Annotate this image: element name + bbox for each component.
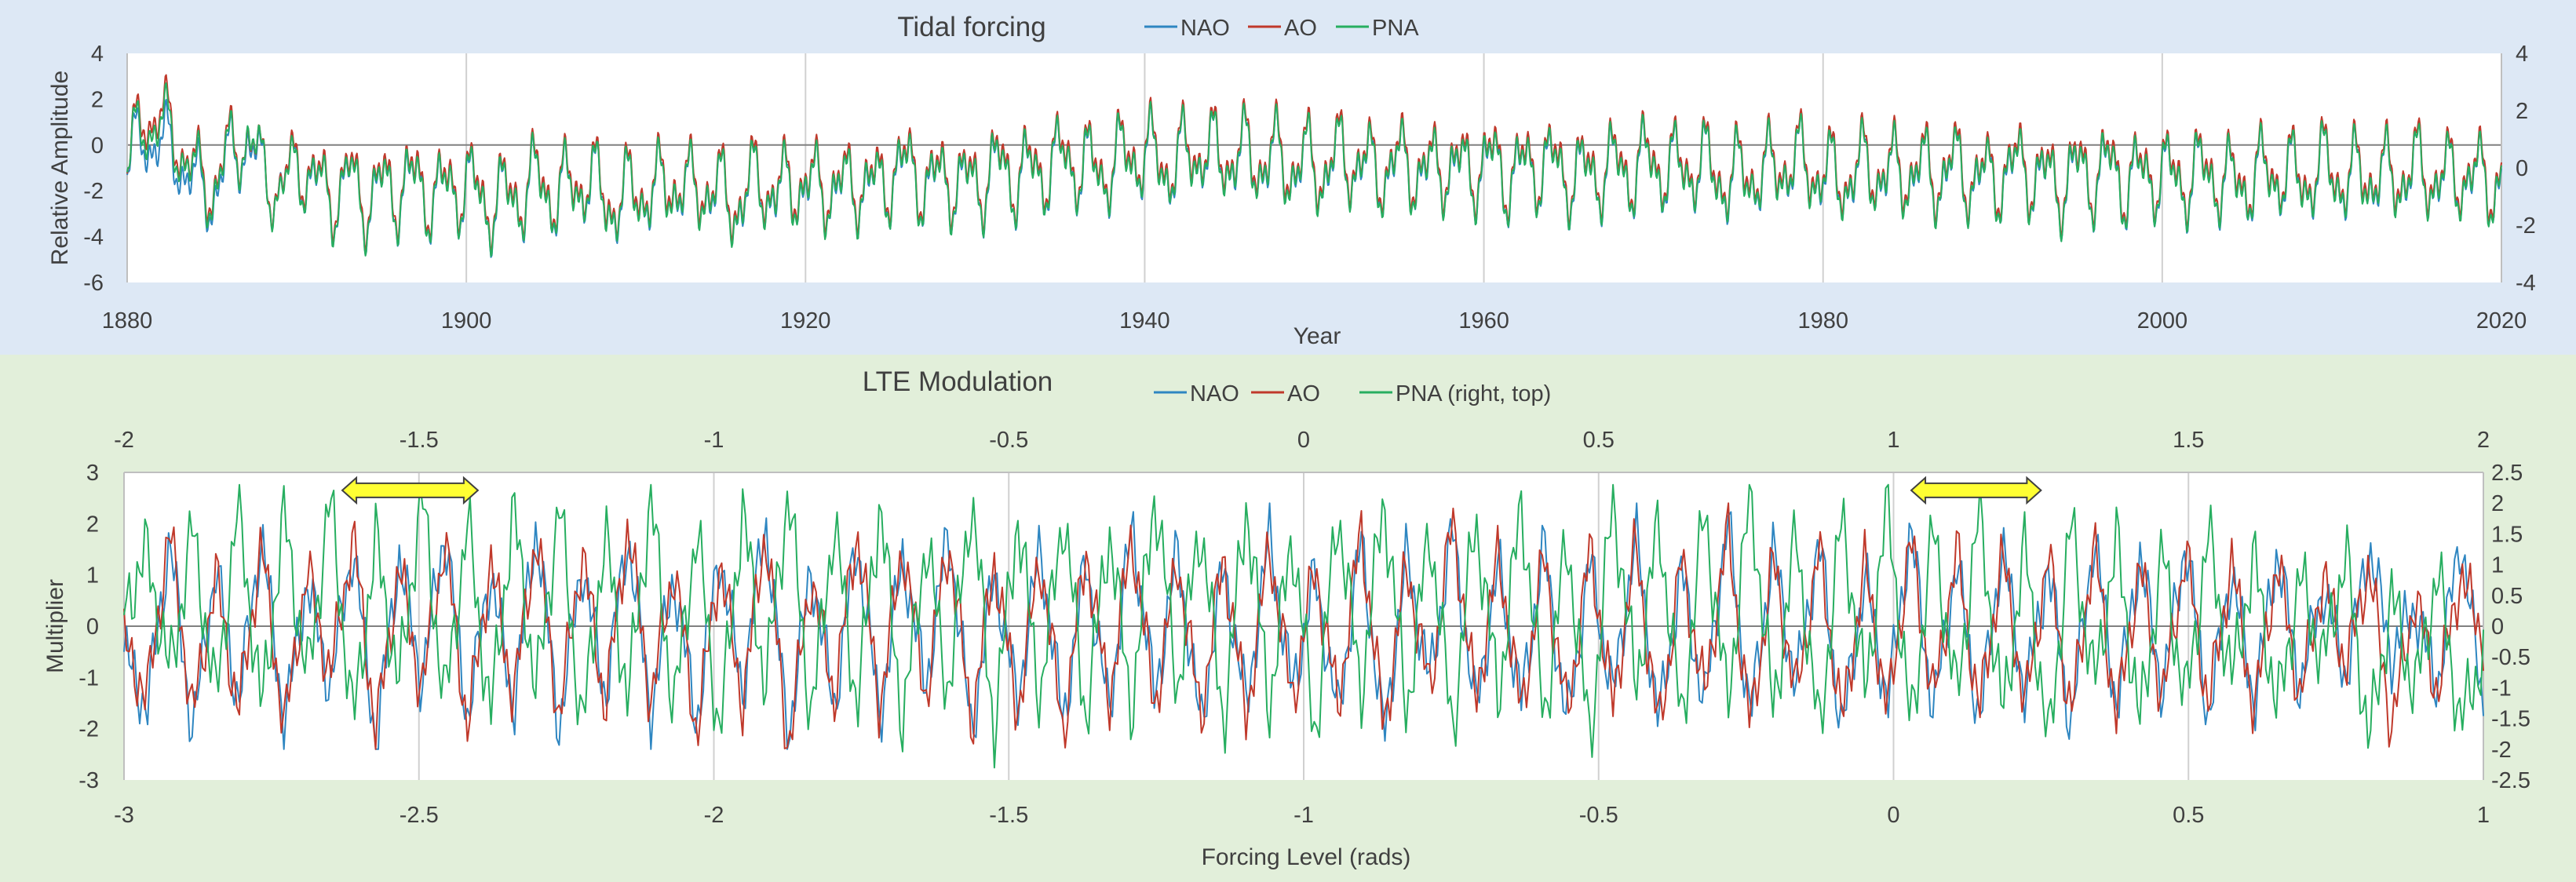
tidal-series-pna (126, 82, 2502, 257)
lte-x-tick-label: -3 (114, 803, 134, 828)
lte-y-tick-label: -3 (78, 768, 99, 793)
lte-series-pna (123, 483, 2484, 769)
tidal-x-tick-label: 1980 (1797, 308, 1848, 333)
legend-pna-label: PNA (right, top) (1396, 381, 1551, 406)
lte-x-tick-label: -1.5 (989, 803, 1028, 828)
legend-pna-label: PNA (1372, 16, 1419, 41)
lte-y-right-tick-label: -2 (2491, 738, 2512, 763)
lte-modulation-chart: -3 -2.5 -2 -1.5 -1 -0.5 0 0.5 1 -2 -1.5 -1 -0.5 0 0.5 1… (0, 355, 2576, 882)
lte-y-right-tick-label: 2 (2491, 491, 2504, 516)
lte-y-right-tick-label: -2.5 (2491, 768, 2530, 793)
lte-series-ao (123, 502, 2484, 750)
double-arrow-annotation (341, 476, 480, 505)
lte-series-nao (123, 502, 2484, 750)
lte-x-top-tick-label: -1.5 (400, 428, 439, 453)
lte-y-right-tick-label: 0.5 (2491, 584, 2523, 609)
tidal-y-right-tick-label: 0 (2516, 156, 2528, 181)
lte-x-tick-label: -1 (1293, 803, 1314, 828)
lte-y-right-tick-label: 1.5 (2491, 522, 2523, 547)
double-arrow-annotation (1910, 476, 2042, 505)
tidal-y-axis-title: Relative Amplitude (47, 71, 73, 265)
tidal-y-tick-label: 0 (91, 133, 104, 159)
lte-y-tick-label: 0 (86, 614, 99, 640)
lte-y-right-tick-label: -1 (2491, 676, 2512, 701)
lte-y-right-tick-label: -1.5 (2491, 707, 2530, 732)
tidal-y-tick-label: -2 (83, 179, 104, 204)
tidal-y-right-tick-label: 2 (2516, 99, 2528, 124)
tidal-x-tick-label: 1920 (780, 308, 831, 333)
legend-nao-label: NAO (1180, 16, 1230, 41)
lte-x-top-tick-label: 1 (1887, 428, 1899, 453)
tidal-y-tick-label: 2 (91, 87, 104, 112)
tidal-x-tick-label: 2000 (2137, 308, 2188, 333)
legend-ao-label: AO (1284, 16, 1317, 41)
lte-modulation-title: LTE Modulation (863, 366, 1053, 397)
lte-legend: NAO AO PNA (right, top) (1154, 381, 1551, 406)
lte-x-top-tick-label: 2 (2477, 428, 2490, 453)
tidal-y-right-tick-label: 4 (2516, 42, 2528, 67)
tidal-x-axis-title: Year (1293, 323, 1341, 349)
tidal-legend: NAO AO PNA (1144, 16, 1419, 41)
lte-x-tick-label: 1 (2477, 803, 2490, 828)
lte-x-tick-label: -2 (704, 803, 724, 828)
tidal-x-tick-label: 2020 (2476, 308, 2527, 333)
lte-x-top-tick-label: 0 (1297, 428, 1310, 453)
lte-x-top-tick-label: -2 (114, 428, 134, 453)
tidal-forcing-title: Tidal forcing (897, 12, 1045, 42)
lte-x-tick-label: 0 (1887, 803, 1899, 828)
lte-y-right-tick-label: 0 (2491, 614, 2504, 640)
lte-x-tick-label: 0.5 (2173, 803, 2204, 828)
tidal-y-right-tick-label: -4 (2516, 271, 2536, 296)
legend-ao-label: AO (1287, 381, 1320, 406)
tidal-x-tick-label: 1960 (1458, 308, 1509, 333)
tidal-y-tick-label: 4 (91, 42, 104, 67)
lte-x-axis-title: Forcing Level (rads) (1202, 844, 1411, 870)
tidal-x-tick-label: 1880 (102, 308, 153, 333)
lte-modulation-panel: -3 -2.5 -2 -1.5 -1 -0.5 0 0.5 1 -2 -1.5 -1 -0.5 0 0.5 1… (0, 355, 2576, 882)
lte-x-top-tick-label: -1 (704, 428, 724, 453)
tidal-y-tick-label: -4 (83, 225, 104, 250)
lte-x-tick-label: -0.5 (1579, 803, 1618, 828)
lte-y-tick-label: -2 (78, 717, 99, 742)
lte-y-right-tick-label: -0.5 (2491, 645, 2530, 670)
tidal-forcing-chart: 1880 1900 1920 1940 1960 1980 2000 2020 -6 -4 -2 0 2… (0, 0, 2576, 355)
lte-y-tick-label: 2 (86, 512, 99, 537)
tidal-y-right-tick-label: -2 (2516, 213, 2536, 239)
lte-y-tick-label: 3 (86, 461, 99, 486)
tidal-y-tick-label: -6 (83, 271, 104, 296)
lte-y-axis-title: Multiplier (42, 579, 68, 673)
lte-x-top-tick-label: -0.5 (989, 428, 1028, 453)
lte-y-tick-label: -1 (78, 665, 99, 691)
legend-nao-label: NAO (1190, 381, 1239, 406)
lte-y-right-tick-label: 1 (2491, 553, 2504, 578)
lte-x-tick-label: -2.5 (400, 803, 439, 828)
tidal-x-tick-label: 1940 (1119, 308, 1170, 333)
lte-y-tick-label: 1 (86, 563, 99, 589)
tidal-forcing-panel: 1880 1900 1920 1940 1960 1980 2000 2020 -6 -4 -2 0 2… (0, 0, 2576, 355)
lte-y-right-tick-label: 2.5 (2491, 461, 2523, 486)
tidal-x-tick-label: 1900 (441, 308, 492, 333)
lte-x-top-tick-label: 0.5 (1583, 428, 1615, 453)
lte-x-top-tick-label: 1.5 (2173, 428, 2204, 453)
